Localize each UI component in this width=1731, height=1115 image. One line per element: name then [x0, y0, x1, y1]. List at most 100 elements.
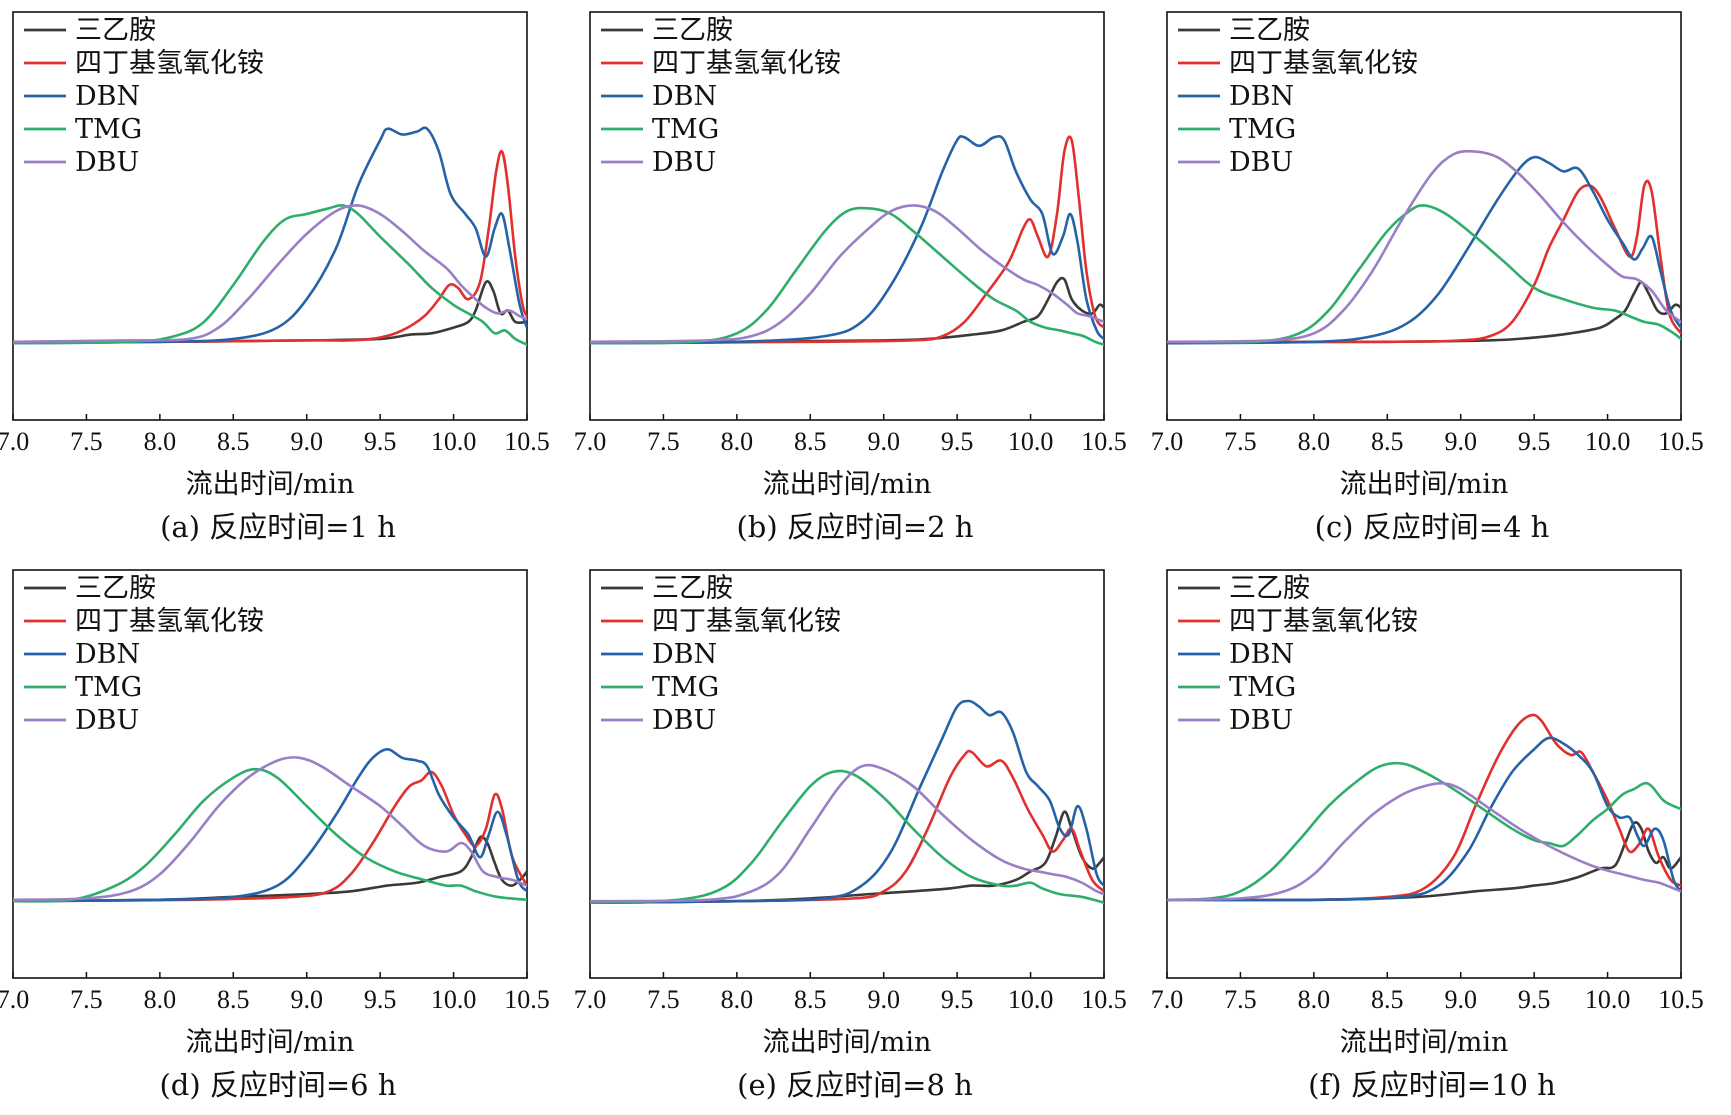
x-tick-label: 8.5 [217, 427, 250, 456]
legend-label: DBU [75, 705, 139, 736]
series-line-4 [1167, 781, 1681, 902]
legend-label: DBU [75, 147, 139, 178]
legend-label: TMG [652, 114, 719, 145]
x-tick-label: 8.0 [1298, 985, 1331, 1014]
plot-frame [589, 11, 1105, 421]
series-line-2 [13, 747, 527, 903]
series-line-0 [1167, 280, 1681, 344]
x-tick-label: 9.5 [1518, 427, 1551, 456]
legend-label: 四丁基氢氧化铵 [652, 48, 841, 79]
x-tick-label: 7.0 [0, 985, 29, 1014]
chart-panel-4: 7.0 7.5 8.0 8.5 9.0 9.5 10.0 10.5 三乙胺 四丁基氢氧化铵 DBN T… [574, 558, 1153, 1103]
x-tick-label: 8.0 [721, 985, 754, 1014]
legend-label: DBU [1229, 705, 1293, 736]
chart-panel-2: 7.0 7.5 8.0 8.5 9.0 9.5 10.0 10.5 三乙胺 四丁基氢氧化铵 DBN T… [1151, 0, 1730, 545]
x-tick-label: 10.5 [504, 985, 550, 1014]
x-tick-label: 8.5 [1371, 427, 1404, 456]
chart-panel-3: 7.0 7.5 8.0 8.5 9.0 9.5 10.0 10.5 三乙胺 四丁基氢氧化铵 DBN T… [0, 558, 576, 1103]
series-line-4 [13, 756, 527, 902]
series-line-2 [1167, 736, 1681, 902]
series-group [1167, 713, 1681, 902]
x-tick-label: 8.5 [1371, 985, 1404, 1014]
x-tick-label: 7.5 [70, 427, 103, 456]
series-line-1 [1167, 713, 1681, 902]
chart-svg: 7.0 7.5 8.0 8.5 9.0 9.5 10.0 10.5 三乙胺四丁基氢氧化铵DBNT… [1151, 569, 1704, 1102]
legend-label: DBN [652, 639, 717, 670]
x-tick-label: 10.5 [1081, 985, 1127, 1014]
series-line-0 [590, 276, 1104, 345]
legend-label: TMG [75, 672, 142, 703]
x-tick-label: 10.5 [504, 427, 550, 456]
chart-panel-1: 7.0 7.5 8.0 8.5 9.0 9.5 10.0 10.5 三乙胺 四丁基氢氧化铵 DBN T… [574, 0, 1153, 545]
x-tick-label: 7.5 [647, 985, 680, 1014]
x-tick-label: 10.0 [1585, 985, 1631, 1014]
series-line-3 [13, 767, 527, 903]
x-tick-label: 8.5 [217, 985, 250, 1014]
chart-panel-5: 7.0 7.5 8.0 8.5 9.0 9.5 10.0 10.5 三乙胺 四丁基氢氧化铵 DBN T… [1151, 558, 1730, 1103]
series-group [590, 134, 1104, 346]
series-group [13, 126, 527, 346]
series-line-3 [1167, 761, 1681, 902]
legend-label: DBN [652, 81, 717, 112]
x-axis-label: 流出时间/min [1340, 1027, 1509, 1058]
legend-label: 三乙胺 [75, 573, 156, 604]
x-tick-label: 7.0 [1151, 985, 1184, 1014]
chart-panel-0: 7.0 7.5 8.0 8.5 9.0 9.5 10.0 10.5 三乙胺 四丁基氢氧化铵 DBN T… [0, 0, 576, 545]
panel-caption: (f) 反应时间=10 h [1308, 1068, 1556, 1102]
series-line-3 [13, 203, 527, 346]
series-line-2 [13, 126, 527, 345]
chart-svg: 7.0 7.5 8.0 8.5 9.0 9.5 10.0 10.5 三乙胺四丁基氢氧化铵DBNT… [0, 11, 550, 544]
panel-caption: (c) 反应时间=4 h [1315, 510, 1550, 544]
x-tick-label: 8.0 [1298, 427, 1331, 456]
series-line-2 [590, 699, 1104, 904]
x-tick-label: 9.5 [364, 985, 397, 1014]
x-axis-label: 流出时间/min [1340, 469, 1509, 500]
x-tick-label: 9.0 [1444, 985, 1477, 1014]
chart-svg: 7.0 7.5 8.0 8.5 9.0 9.5 10.0 10.5 三乙胺四丁基氢氧化铵DBNT… [1151, 11, 1704, 544]
series-line-3 [1167, 204, 1681, 344]
legend-label: DBN [1229, 81, 1294, 112]
x-axis-label: 流出时间/min [763, 469, 932, 500]
series-line-1 [1167, 179, 1681, 344]
series-line-4 [590, 204, 1104, 344]
legend-label: TMG [652, 672, 719, 703]
x-axis-label: 流出时间/min [763, 1027, 932, 1058]
x-tick-label: 9.0 [290, 427, 323, 456]
plot-frame [1166, 569, 1682, 979]
legend-label: DBU [652, 705, 716, 736]
legend-label: DBN [1229, 639, 1294, 670]
series-line-0 [13, 835, 527, 903]
legend-label: 三乙胺 [1229, 573, 1310, 604]
legend-label: 四丁基氢氧化铵 [652, 606, 841, 637]
series-line-0 [13, 280, 527, 344]
x-tick-label: 7.5 [647, 427, 680, 456]
x-tick-label: 7.5 [70, 985, 103, 1014]
series-group [590, 699, 1104, 904]
x-tick-label: 7.0 [0, 427, 29, 456]
legend-label: TMG [1229, 114, 1296, 145]
legend-label: DBN [75, 81, 140, 112]
panel-caption: (d) 反应时间=6 h [159, 1068, 396, 1102]
x-tick-label: 10.0 [431, 985, 477, 1014]
plot-frame [12, 569, 528, 979]
series-line-1 [13, 149, 527, 344]
legend-label: 四丁基氢氧化铵 [75, 48, 264, 79]
legend-label: TMG [1229, 672, 1296, 703]
legend-label: 四丁基氢氧化铵 [75, 606, 264, 637]
series-line-3 [590, 206, 1104, 346]
series-line-4 [13, 204, 527, 344]
chart-svg: 7.0 7.5 8.0 8.5 9.0 9.5 10.0 10.5 三乙胺四丁基氢氧化铵DBNT… [574, 11, 1127, 544]
x-tick-label: 9.0 [1444, 427, 1477, 456]
x-tick-label: 10.0 [1008, 985, 1054, 1014]
chart-svg: 7.0 7.5 8.0 8.5 9.0 9.5 10.0 10.5 三乙胺四丁基氢氧化铵DBNT… [0, 569, 550, 1102]
panel-caption: (a) 反应时间=1 h [160, 510, 396, 544]
x-tick-label: 8.0 [144, 427, 177, 456]
x-tick-label: 7.0 [574, 985, 607, 1014]
series-group [13, 747, 527, 903]
x-tick-label: 10.0 [1585, 427, 1631, 456]
x-tick-label: 8.0 [721, 427, 754, 456]
series-line-2 [1167, 155, 1681, 345]
panel-caption: (b) 反应时间=2 h [736, 510, 973, 544]
legend-label: 四丁基氢氧化铵 [1229, 48, 1418, 79]
